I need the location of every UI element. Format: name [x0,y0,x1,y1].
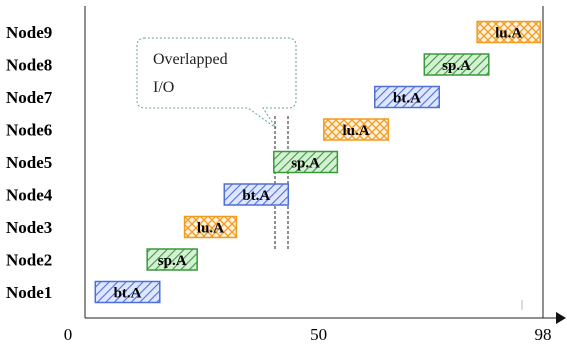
node-label-3: Node3 [6,218,52,237]
node-label-2: Node2 [6,251,52,270]
node-label-8: Node8 [6,56,52,75]
job-bar-node2 [146,248,198,271]
job-bar-node9 [476,20,541,44]
node-label-1: Node1 [6,283,52,302]
job-label-node4: bt.A [242,188,270,204]
callout-line-1: Overlapped [153,51,228,68]
node-label-6: Node6 [6,121,52,140]
x-axis-ticks: 0 50 98 [64,325,552,344]
job-bars: bt.A sp.A lu.A bt.A sp.A lu.A bt.A sp.A lu.A [94,20,541,304]
node-label-5: Node5 [6,153,52,172]
callout-line-2: I/O [153,79,174,96]
job-label-node8: sp.A [442,58,471,74]
job-bar-node3 [183,215,238,239]
job-label-node9: lu.A [495,26,522,42]
job-label-node1: bt.A [114,286,142,302]
tick-label-0: 0 [64,325,73,344]
job-label-node7: bt.A [393,91,421,107]
x-axis-arrow-icon [556,312,566,324]
job-bar-node1 [94,280,161,304]
node-label-9: Node9 [6,23,52,42]
node-label-4: Node4 [6,186,53,205]
job-label-node2: sp.A [158,253,187,269]
node-label-7: Node7 [6,88,53,107]
node-labels: Node1 Node2 Node3 Node4 Node5 Node6 Node7 Node8… [6,23,53,302]
job-bar-node4 [223,183,290,206]
tick-label-50: 50 [310,325,327,344]
tick-label-98: 98 [535,325,552,344]
job-bar-node8 [423,53,490,76]
job-bar-node7 [374,85,440,109]
overlapped-io-callout: Overlapped I/O [136,37,297,129]
job-label-node3: lu.A [197,221,224,237]
job-bar-node5 [273,150,339,174]
job-label-node6: lu.A [343,123,370,139]
job-bar-node6 [323,118,390,141]
job-label-node5: sp.A [291,156,320,172]
callout-bubble [136,37,297,129]
